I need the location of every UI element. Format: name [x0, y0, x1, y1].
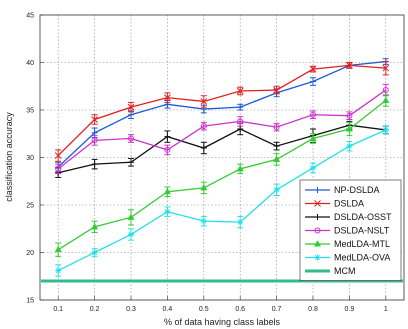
data-point	[346, 143, 352, 149]
legend-label: NP-DSLDA	[334, 185, 380, 195]
plot-frame	[39, 14, 405, 301]
y-tick-label: 15	[26, 298, 34, 305]
grid	[40, 15, 404, 300]
data-point	[92, 249, 98, 256]
data-point	[54, 152, 62, 159]
x-tick-label: 0.2	[90, 306, 100, 313]
data-point	[236, 87, 244, 95]
y-tick-label: 35	[26, 108, 34, 115]
legend-item: MedLDA-MTL	[305, 239, 390, 249]
series-dslda	[54, 61, 390, 162]
legend: NP-DSLDA DSLDA DSLDA-OSST DSLDA-NSLT MedLDA-…	[299, 179, 402, 281]
x-tick-label: 0.8	[308, 306, 318, 313]
data-point	[236, 165, 244, 172]
series-line	[57, 60, 386, 168]
y-axis-label: classification accuracy	[4, 112, 14, 202]
x-tick-label: 0.5	[199, 306, 209, 313]
data-point	[164, 209, 170, 215]
legend-item: MCM	[305, 266, 356, 276]
data-point	[128, 135, 134, 142]
data-point	[127, 103, 135, 111]
x-tick-label: 0.9	[345, 306, 355, 313]
legend-item: NP-DSLDA	[305, 185, 380, 195]
data-point	[346, 112, 353, 119]
data-point	[91, 116, 98, 123]
x-tick-label: 0.6	[235, 306, 245, 313]
data-point	[128, 231, 134, 237]
data-point	[274, 187, 280, 193]
data-point	[314, 200, 321, 207]
data-point	[310, 111, 316, 118]
data-point	[382, 96, 390, 103]
y-tick-label: 20	[26, 250, 34, 257]
series-dslda-nslt	[55, 83, 389, 175]
axes: 15 20 25 30 35 40 45 0.1 0.2 0.3 0.4 0.5 0.6 0.7 0.8 0.…	[26, 13, 405, 313]
legend-item: MedLDA-OVA	[305, 253, 390, 263]
legend-label: MedLDA-MTL	[334, 239, 390, 249]
data-point	[91, 137, 98, 144]
series-line	[57, 89, 387, 170]
legend-label: DSLDA-NSLT	[334, 226, 390, 236]
series-group	[41, 58, 403, 283]
data-point	[314, 254, 321, 261]
x-tick-label: 1	[384, 306, 388, 313]
legend-label: MCM	[334, 266, 356, 276]
series-medlda-mtl	[54, 94, 390, 257]
series-medlda-ova	[55, 125, 389, 277]
legend-item: DSLDA-NSLT	[305, 226, 390, 236]
y-tick-label: 30	[26, 155, 34, 162]
data-point	[127, 213, 135, 220]
data-point	[383, 127, 389, 133]
y-tick-label: 45	[26, 13, 34, 20]
data-point	[273, 86, 280, 94]
data-point	[201, 218, 207, 224]
legend-label: DSLDA	[334, 199, 364, 209]
legend-item: DSLDA-OSST	[305, 212, 392, 222]
series-line	[57, 129, 387, 272]
data-point	[314, 227, 321, 234]
data-point	[346, 61, 353, 69]
y-tick-label: 25	[26, 203, 34, 210]
y-tick-label: 40	[26, 60, 34, 67]
data-point	[200, 184, 208, 191]
x-tick-label: 0.4	[163, 306, 173, 313]
data-point	[164, 146, 171, 153]
data-point	[273, 124, 280, 131]
legend-label: MedLDA-OVA	[334, 253, 390, 263]
data-point	[313, 240, 322, 247]
data-point	[164, 94, 171, 102]
data-point	[200, 98, 208, 105]
legend-item: DSLDA	[305, 199, 364, 209]
data-point	[237, 219, 243, 225]
data-point	[310, 165, 316, 171]
legend-label: DSLDA-OSST	[334, 212, 392, 222]
data-point	[382, 87, 389, 94]
data-point	[55, 165, 62, 172]
x-tick-label: 0.1	[53, 306, 63, 313]
series-line	[57, 64, 386, 157]
x-tick-label: 0.7	[272, 306, 282, 313]
data-point	[54, 245, 62, 253]
data-point	[163, 187, 171, 195]
x-axis-label: % of data having class labels	[164, 317, 281, 327]
series-line	[57, 99, 387, 251]
data-point	[345, 125, 353, 132]
data-point	[309, 65, 317, 73]
data-point	[55, 268, 61, 274]
data-point	[91, 223, 99, 230]
data-point	[200, 123, 207, 130]
series-line	[58, 124, 386, 174]
data-point	[237, 118, 244, 125]
data-point	[309, 134, 317, 141]
data-point	[273, 155, 281, 162]
data-point	[382, 64, 390, 72]
x-tick-label: 0.3	[126, 306, 136, 313]
